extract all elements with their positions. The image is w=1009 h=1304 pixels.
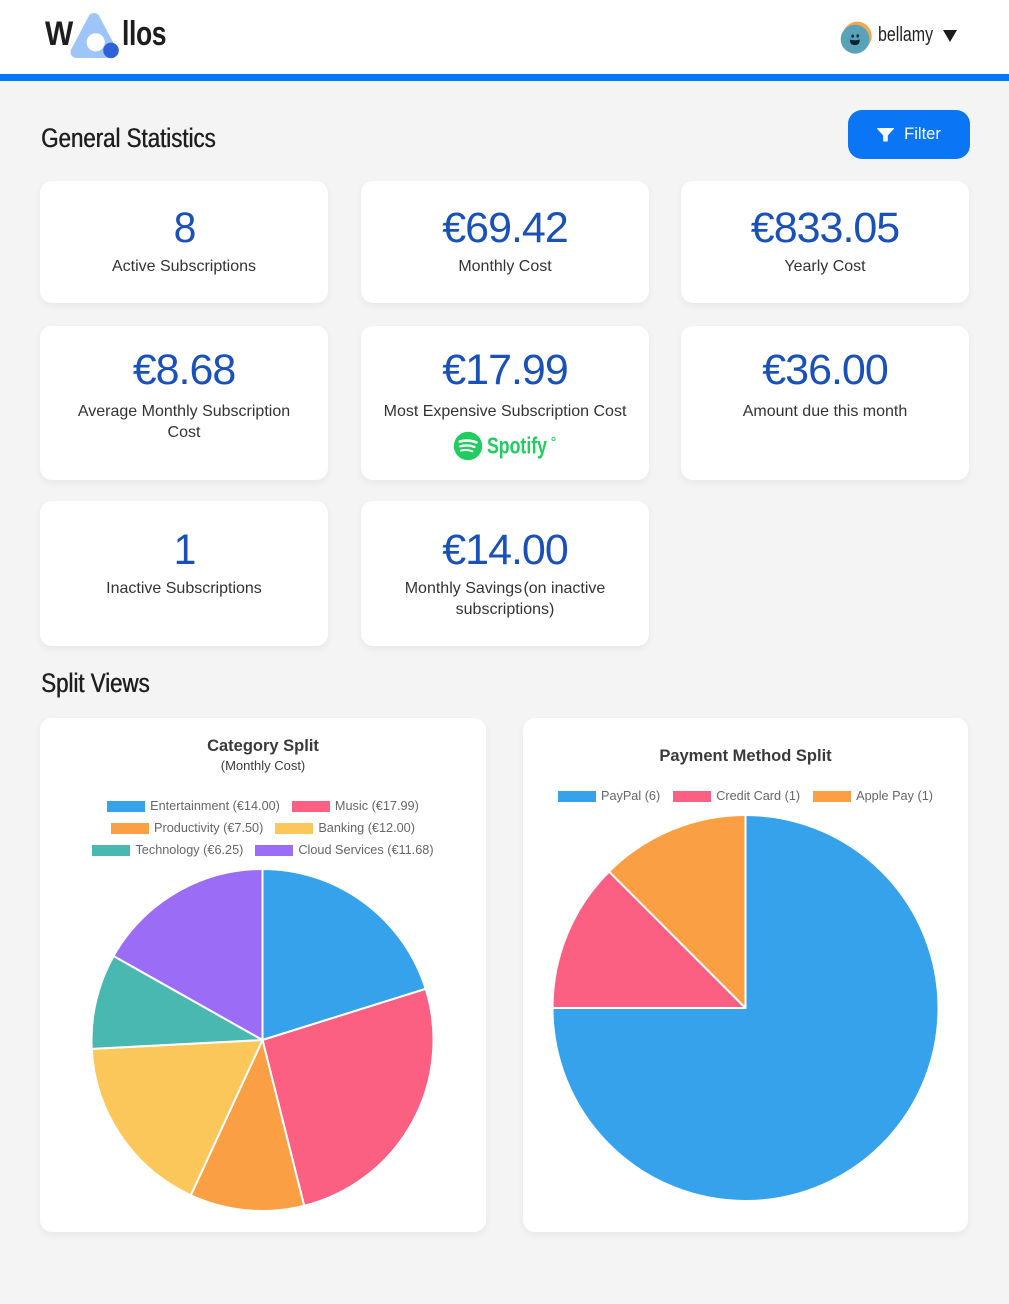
svg-text:Spotify: Spotify [487,433,547,459]
